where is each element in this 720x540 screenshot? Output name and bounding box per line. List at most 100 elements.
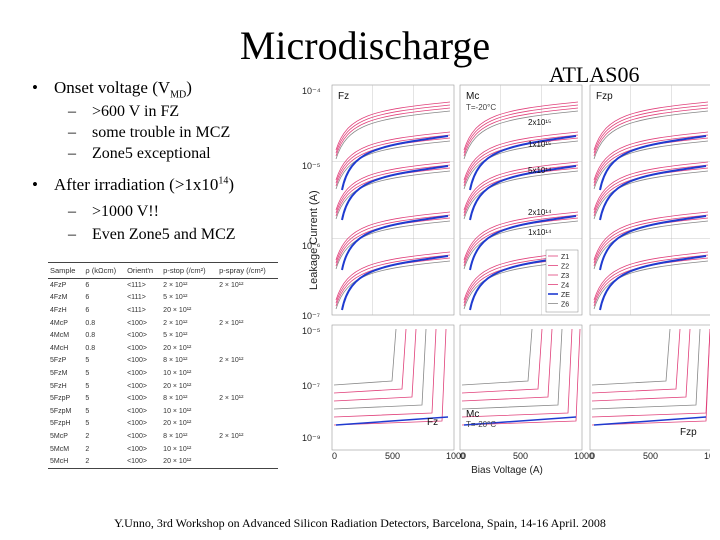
bullet-onset-subitems: – >600 V in FZ – some trouble in MCZ – Zone… [68,101,230,164]
table-cell: 5 [85,407,90,415]
series-curve [463,220,579,270]
x-tick-label: 500 [513,451,528,461]
table-cell: 5 × 10¹² [163,294,188,302]
table-header-cell: Orient'n [125,262,162,279]
sub-item: – Zone5 exceptional [68,145,211,162]
series-curve [463,134,579,184]
series-curve [593,170,709,220]
series-curve [335,107,451,157]
series-curve [461,328,563,410]
series-curve [335,214,451,264]
table-cell: 5 [85,420,90,428]
table-cell: 2 × 10¹² [219,281,244,289]
table-row: 4McP 0.8 <100> 2 × 10¹² 2 × 10¹² [48,317,278,330]
series-curve [335,137,451,187]
table-cell: 2 [83,455,126,469]
table-cell [217,443,278,456]
table-cell: 0.8 [85,344,96,352]
panel-label-bottom: Fzp [680,427,697,438]
series-curve [335,131,451,181]
x-tick-label: 0 [590,451,595,461]
series-curve [593,140,709,190]
legend-label: Z1 [561,254,569,261]
table-cell: 2 [85,445,90,453]
bullet-dot-icon: • [32,175,38,194]
series-curve [463,101,579,151]
x-tick-label: 1000 [446,451,466,461]
series-curve [333,328,407,394]
series-curve [463,131,579,181]
series-curve [593,104,709,154]
table-cell: 5 [85,357,90,365]
series-curve [593,211,709,261]
series-curve [335,134,451,184]
table-cell: 5FzP [50,357,67,365]
table-cell [217,342,278,355]
panel-label-bottom: Fz [427,417,438,428]
series-curve-ze [599,255,707,311]
series-curve [463,110,579,160]
table-row: 4FzM 6 <111> 5 × 10¹² [48,292,278,305]
series-curve [333,328,427,410]
y-tick-label: 10⁻⁹ [302,433,321,443]
table-row: 5FzH 5 <100> 20 × 10¹² [48,380,278,393]
series-curve [593,260,709,310]
series-curve [333,328,397,386]
legend-label: Z4 [561,283,569,290]
series-curve [463,104,579,154]
plot-frame [459,84,583,316]
series-curve [461,328,553,402]
legend-box [545,249,579,313]
table-cell: <100> [127,332,147,340]
bullet-text-after: ) [186,78,192,97]
table-cell: <111> [127,281,146,289]
table-cell [217,405,278,418]
x-tick-label: 1000 [574,451,594,461]
legend-label: ZE [561,292,570,299]
series-curve [593,254,709,304]
panel-label-bottom: Mc [466,409,479,420]
table-cell: 2 [85,432,90,440]
table-header-cell: Sample [48,262,84,279]
table-cell: 5 [85,369,90,377]
panel-sublabel-bottom: T=-20°C [466,420,496,429]
table-cell: 2 × 10¹² [163,319,188,327]
table-cell: 10 × 10¹² [163,445,192,453]
series-curve [593,107,709,157]
table-cell [217,455,278,469]
x-tick-label: 500 [643,451,658,461]
bullet-dot-icon: • [32,78,38,97]
series-curve [335,104,451,154]
series-curve [335,161,451,211]
table-row: 4McM 0.8 <100> 5 × 10¹² [48,329,278,342]
table-cell [217,292,278,305]
table-cell: <100> [127,432,147,440]
fluence-label: 2x10¹⁵ [528,118,551,127]
x-tick-label: 1000 [704,451,710,461]
plot-frame [459,324,583,451]
table-cell: 4McP [50,319,68,327]
series-curve [591,328,681,394]
table-cell: 2 × 10¹² [219,319,244,327]
series-curve [335,260,451,310]
table-cell: 2 × 10¹² [219,395,244,403]
series-curve [335,257,451,307]
series-curve-ze [593,416,707,426]
bullet-after-irradiation: • After irradiation (>1x1014) [32,175,234,195]
table-cell: 5FzpM [50,407,72,415]
series-curve [335,170,451,220]
bullet-superscript: 14 [218,175,229,187]
series-curve-ze [599,135,707,191]
table-cell: 10 × 10¹² [163,369,192,377]
series-curve [335,101,451,151]
series-curve [463,217,579,267]
table-cell: 8 × 10¹² [163,357,188,365]
series-curve [593,214,709,264]
series-curve [463,214,579,264]
series-curve [335,251,451,301]
x-tick-label: 0 [332,451,337,461]
series-curve [591,328,710,426]
plot-frame [331,84,455,316]
table-cell: <100> [127,395,147,403]
table-cell: 20 × 10¹² [163,344,192,352]
